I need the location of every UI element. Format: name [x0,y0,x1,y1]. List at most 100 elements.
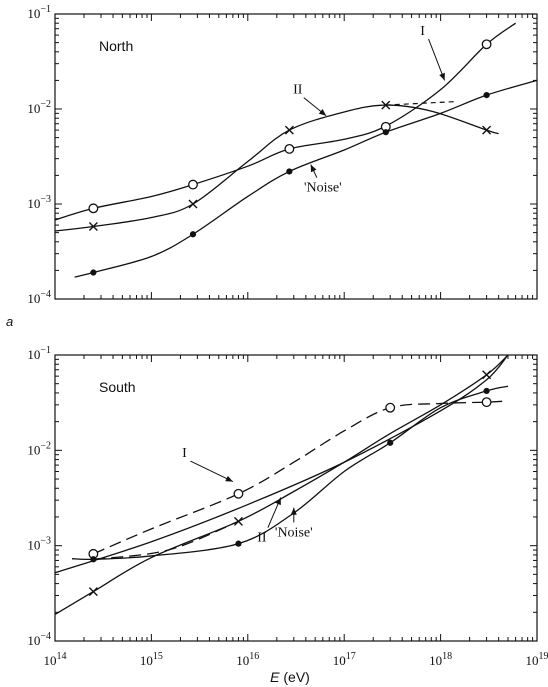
curve-annotation: I [182,446,187,461]
cross-stroke [482,125,492,135]
y-tick-label: 10−2 [27,440,51,457]
annotation-arrowhead [439,72,445,81]
annotation-arrowhead [318,108,327,116]
y-tick-label-base: 10 [27,6,40,21]
data-point-cross [88,221,98,231]
x-tick-label: 1017 [333,651,356,668]
y-tick-label-exp: −2 [40,99,51,110]
y-tick-label-base: 10 [27,196,40,211]
series-line-1 [54,104,499,232]
data-point-filled-circle [387,439,394,446]
y-tick-label-exp: −3 [40,536,51,547]
series-line-1 [54,354,509,615]
x-tick-label-exp: 16 [249,651,259,662]
cross-stroke [188,199,198,209]
data-point-open-circle [188,179,198,190]
curve-annotation: II [257,531,267,546]
data-point-cross [284,125,294,135]
x-axis-label-variable: E [270,669,280,685]
x-tick-label-exp: 15 [153,651,163,662]
annotation-arrowhead [275,497,281,506]
x-tick-label-base: 10 [526,653,539,668]
data-point-open-circle [385,402,396,413]
y-tick-label-base: 10 [27,347,40,362]
x-tick-label: 1016 [236,651,259,668]
y-tick-label: 10−1 [27,345,51,362]
data-point-open-circle [481,397,492,408]
y-tick-label-base: 10 [27,538,40,553]
y-tick-label-exp: −2 [40,440,51,451]
x-tick-label-exp: 14 [57,651,67,662]
data-point-filled-circle [483,387,490,395]
x-tick-label-base: 10 [140,653,153,668]
annotation-arrowhead [310,164,317,173]
panel-letter: a [6,314,13,329]
y-tick-label: 10−1 [27,4,51,21]
plot-frame [54,354,538,642]
data-point-open-circle [88,203,99,214]
y-tick-label-exp: −4 [40,631,51,642]
y-tick-label-exp: −1 [40,4,51,15]
cross-stroke [284,125,294,135]
x-tick-label: 1015 [140,651,163,668]
curve-annotation: I [420,24,425,39]
annotation-arrowhead [225,475,233,482]
y-tick-label: 10−4 [27,631,51,648]
y-tick-label: 10−3 [27,194,51,211]
x-axis-label: E (eV) [270,669,310,685]
data-point-filled-circle [189,231,197,238]
data-point-cross [188,199,198,209]
x-tick-label-exp: 18 [442,651,452,662]
x-tick-label-base: 10 [236,653,249,668]
x-tick-label-exp: 19 [539,651,548,662]
x-axis-label-unit: (eV) [280,669,310,685]
cross-stroke [482,370,492,380]
annotation-arrow-line [190,460,234,483]
x-tick-label: 1019 [526,651,548,668]
data-point-open-circle [481,39,492,50]
annotation-arrow-line [428,38,446,81]
data-point-cross [381,100,391,110]
x-tick-label-exp: 17 [346,651,356,662]
data-point-filled-circle [483,92,490,99]
data-point-filled-circle [235,540,242,547]
series-line-0 [93,400,509,555]
data-point-filled-circle [90,269,97,276]
x-tick-label: 1014 [44,651,67,668]
series-line-2 [74,79,538,278]
data-point-filled-circle [286,168,293,175]
x-tick-label-base: 10 [333,653,346,668]
y-tick-label: 10−4 [27,289,51,306]
x-tick-label: 1018 [429,651,452,668]
curve-annotation: 'Noise' [304,181,342,196]
data-point-open-circle [233,488,244,499]
y-tick-label-base: 10 [27,442,40,457]
data-point-cross [482,125,492,135]
cross-stroke [381,100,391,110]
y-tick-label-exp: −3 [40,194,51,205]
curve-annotation: II [293,83,303,98]
y-tick-label-exp: −4 [40,289,51,300]
annotation-arrowhead [290,507,297,515]
y-tick-label-exp: −1 [40,345,51,356]
data-point-filled-circle [382,129,389,136]
cross-stroke [88,587,98,597]
data-point-open-circle [284,143,295,154]
y-tick-label: 10−2 [27,99,51,116]
curve-annotation: 'Noise' [275,525,313,540]
y-tick-label: 10−3 [27,536,51,553]
y-tick-label-base: 10 [27,291,40,306]
x-tick-label-base: 10 [429,653,442,668]
panel-title: South [99,379,136,395]
series-line-4 [93,520,239,560]
x-tick-label-base: 10 [44,653,57,668]
y-tick-label-base: 10 [27,633,40,648]
panel-title: North [99,38,133,54]
cross-stroke [88,221,98,231]
y-tick-label-base: 10 [27,101,40,116]
series-line-3 [54,354,509,574]
series-dashed-extension [385,100,458,106]
